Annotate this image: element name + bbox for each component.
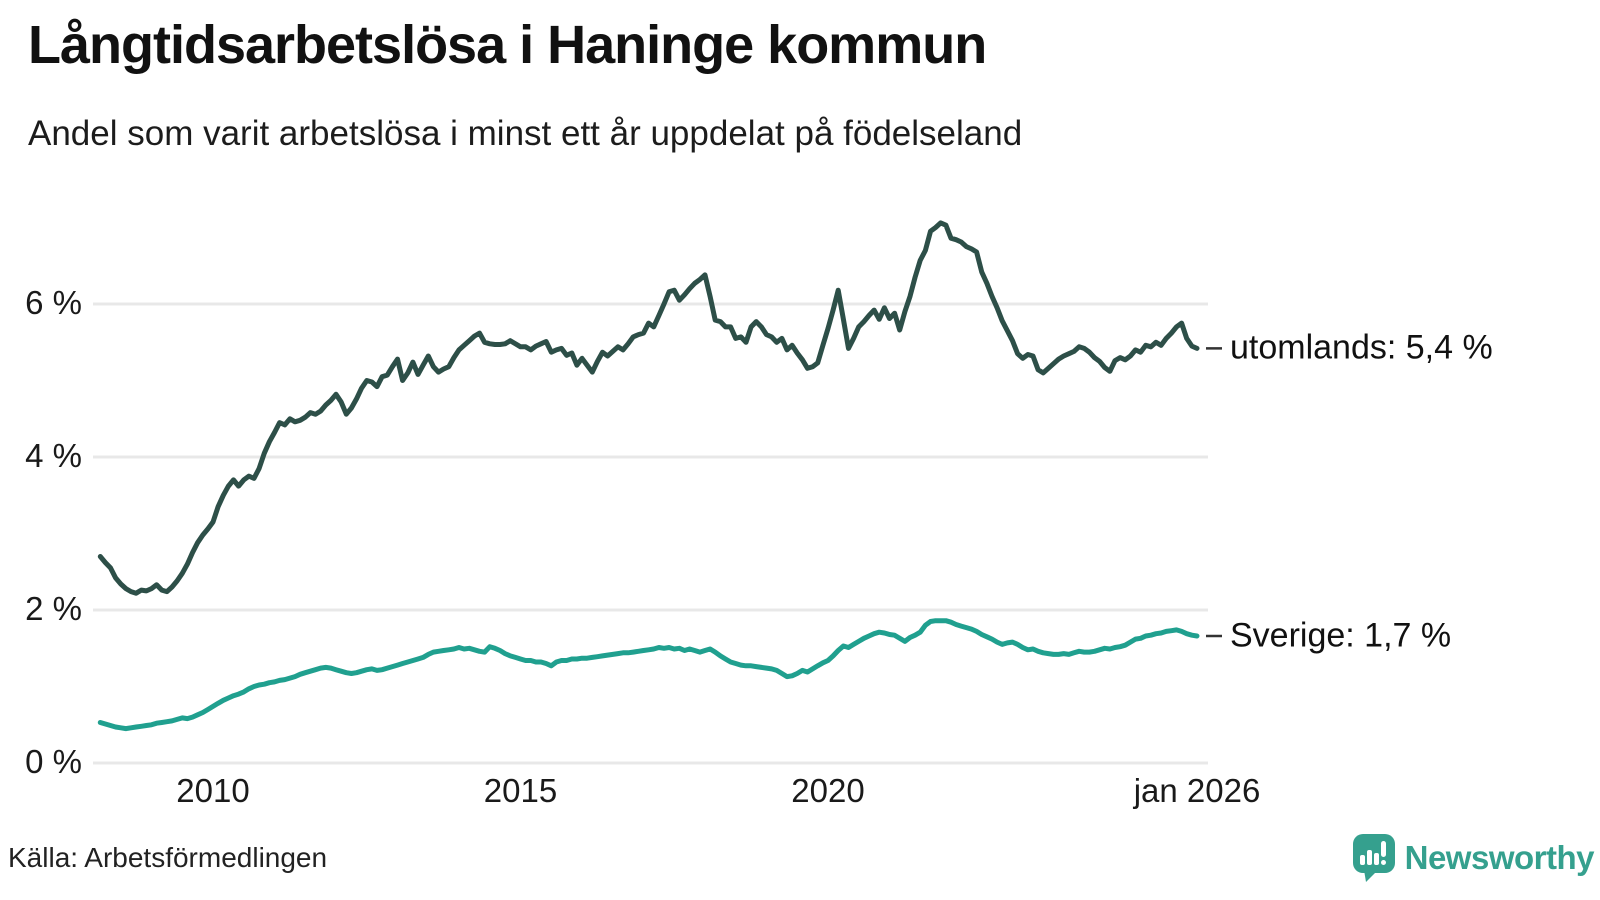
newsworthy-logo: Newsworthy [1352,834,1595,882]
x-axis-tick-label: 2015 [483,772,558,809]
y-axis-tick-label: 0 % [25,743,82,781]
newsworthy-wordmark: Newsworthy [1404,839,1595,876]
page-subtitle: Andel som varit arbetslösa i minst ett å… [28,114,1023,153]
y-axis-tick-label: 2 % [25,590,82,628]
series-end-label-utomlands: utomlands: 5,4 % [1229,328,1493,367]
x-axis-tick-label: jan 2026 [1133,772,1261,809]
series-end-label-sverige: Sverige: 1,7 % [1229,616,1452,655]
y-axis-tick-label: 6 % [25,284,82,322]
x-axis-tick-label: 2010 [176,772,250,809]
newsworthy-bubble-chart-icon [1352,834,1395,882]
x-axis-tick-label: 2020 [791,772,865,809]
page-title: Långtidsarbetslösa i Haninge kommun [28,15,987,75]
y-axis-tick-label: 4 % [25,437,82,475]
source-attribution: Källa: Arbetsförmedlingen [8,842,328,873]
